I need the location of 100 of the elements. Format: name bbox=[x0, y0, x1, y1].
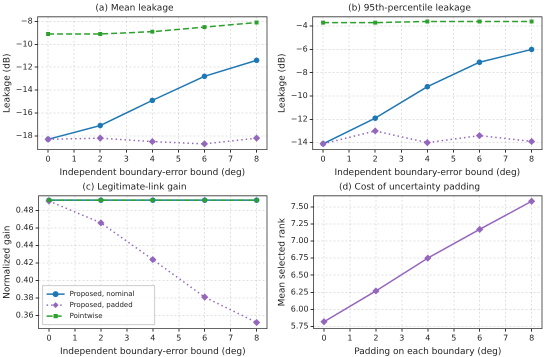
point bbox=[321, 20, 326, 25]
y-tick-label: −8 bbox=[296, 68, 308, 77]
y-tick-label: 0.36 bbox=[16, 310, 34, 320]
x-tick-label: 3 bbox=[399, 333, 404, 342]
point bbox=[96, 134, 104, 142]
y-tick-label: 0.46 bbox=[16, 223, 34, 232]
x-tick-label: 3 bbox=[398, 154, 404, 164]
y-tick-label: −10 bbox=[290, 91, 308, 100]
x-tick-label: 6 bbox=[476, 154, 482, 164]
x-tick-label: 1 bbox=[72, 333, 78, 342]
point bbox=[528, 46, 534, 52]
y-tick-label: −14 bbox=[16, 85, 33, 94]
x-tick-label: 5 bbox=[450, 154, 456, 164]
x-tick-label: 4 bbox=[424, 154, 430, 164]
point bbox=[530, 19, 534, 24]
point bbox=[97, 122, 104, 128]
point bbox=[98, 32, 102, 36]
point bbox=[373, 20, 378, 25]
x-tick-label: 2 bbox=[373, 333, 378, 342]
y-tick-label: 6.75 bbox=[290, 253, 309, 262]
y-tick-label: 6.00 bbox=[290, 304, 309, 314]
x-tick-label: 3 bbox=[124, 154, 129, 164]
x-tick-label: 3 bbox=[124, 333, 130, 342]
y-tick-label: 0.44 bbox=[16, 240, 34, 250]
y-tick-label: −14 bbox=[290, 138, 308, 147]
x-tick-label: 4 bbox=[425, 333, 430, 342]
y-tick-label: 7.50 bbox=[290, 202, 309, 211]
x-tick-label: 0 bbox=[46, 333, 52, 342]
x-tick-label: 4 bbox=[150, 154, 155, 164]
y-tick-label: 5.75 bbox=[290, 322, 309, 331]
x-tick-label: 8 bbox=[529, 154, 534, 164]
chart-title: (d) Cost of uncertainty padding bbox=[338, 182, 480, 193]
y-tick-label: 0.40 bbox=[16, 276, 34, 285]
x-tick-label: 7 bbox=[502, 154, 508, 164]
point bbox=[372, 115, 378, 121]
y-tick-label: −6 bbox=[296, 44, 308, 54]
point bbox=[201, 294, 208, 301]
point bbox=[424, 254, 432, 262]
y-tick-label: 6.25 bbox=[290, 287, 309, 296]
point bbox=[477, 19, 482, 24]
x-tick-label: 8 bbox=[254, 154, 260, 164]
y-tick-label: −16 bbox=[16, 108, 33, 118]
point bbox=[202, 25, 206, 30]
y-tick-label: 7.00 bbox=[290, 236, 309, 246]
x-tick-label: 6 bbox=[202, 154, 208, 164]
x-tick-label: 0 bbox=[320, 154, 326, 164]
point bbox=[528, 198, 536, 205]
point bbox=[150, 98, 156, 104]
y-axis-title: Leakage (dB) bbox=[2, 53, 13, 113]
y-axis-title: Mean selected rank bbox=[278, 217, 288, 306]
x-tick-label: 7 bbox=[503, 333, 508, 342]
y-tick-label: −8 bbox=[20, 16, 33, 26]
y-axis-title: Leakage (dB) bbox=[278, 53, 288, 113]
x-tick-label: 2 bbox=[372, 154, 378, 164]
x-tick-label: 1 bbox=[72, 154, 77, 164]
point bbox=[372, 287, 380, 295]
point bbox=[425, 19, 430, 24]
x-tick-label: 6 bbox=[202, 333, 208, 342]
x-axis-title: Independent boundary-error bound (deg) bbox=[59, 168, 246, 178]
point bbox=[200, 140, 208, 148]
point bbox=[320, 318, 328, 326]
y-tick-label: −12 bbox=[290, 114, 308, 124]
point bbox=[476, 226, 484, 233]
x-tick-label: 1 bbox=[347, 333, 352, 342]
chart-title: (b) 95th-percentile leakage bbox=[348, 4, 472, 14]
point bbox=[476, 132, 484, 140]
point bbox=[46, 32, 50, 36]
point bbox=[253, 318, 260, 326]
chart-title: (c) Legitimate-link gain bbox=[82, 182, 187, 193]
x-tick-label: 8 bbox=[254, 333, 260, 342]
x-tick-label: 0 bbox=[46, 154, 51, 164]
y-axis-title: Normalized gain bbox=[2, 226, 13, 299]
y-tick-label: −12 bbox=[16, 62, 33, 72]
y-tick-label: 0.38 bbox=[16, 293, 34, 302]
point bbox=[148, 138, 156, 146]
x-tick-label: 5 bbox=[176, 333, 182, 342]
y-tick-label: 6.50 bbox=[290, 270, 309, 280]
chart-title: (a) Mean leakage bbox=[95, 4, 174, 14]
point bbox=[149, 256, 156, 264]
x-tick-label: 4 bbox=[150, 333, 156, 342]
x-tick-label: 7 bbox=[228, 333, 234, 342]
x-tick-label: 5 bbox=[451, 333, 456, 342]
x-tick-label: 1 bbox=[346, 154, 352, 164]
y-tick-label: −18 bbox=[16, 130, 33, 140]
y-tick-label: −4 bbox=[296, 21, 308, 30]
x-tick-label: 6 bbox=[477, 333, 482, 342]
x-tick-label: 8 bbox=[529, 333, 534, 342]
point bbox=[424, 84, 430, 90]
point bbox=[528, 138, 536, 146]
x-tick-label: 5 bbox=[176, 154, 181, 164]
point bbox=[372, 127, 379, 135]
x-tick-label: 2 bbox=[98, 333, 104, 342]
y-tick-label: 0.48 bbox=[16, 206, 34, 215]
point bbox=[252, 134, 260, 142]
x-tick-label: 0 bbox=[321, 333, 327, 342]
x-tick-label: 7 bbox=[228, 154, 234, 164]
x-axis-title: Independent boundary-error bound (deg) bbox=[60, 346, 246, 357]
y-tick-label: 7.25 bbox=[290, 218, 309, 228]
point bbox=[150, 30, 154, 34]
point bbox=[254, 20, 259, 25]
